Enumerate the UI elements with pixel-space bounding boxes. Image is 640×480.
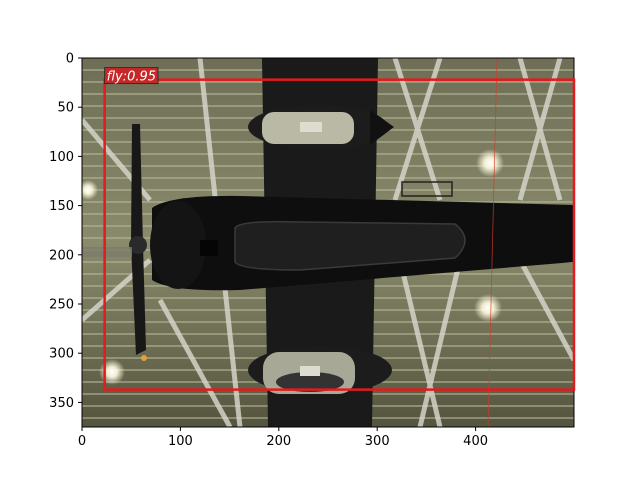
upper-nacelle <box>248 105 394 149</box>
y-tick-label: 200 <box>49 248 74 263</box>
x-tick-label: 0 <box>78 434 86 449</box>
x-axis-ticks: 0 100 200 300 400 <box>78 427 488 449</box>
detection-label: fly:0.95 <box>107 70 156 85</box>
x-tick-label: 400 <box>463 434 488 449</box>
y-tick-label: 50 <box>57 101 74 116</box>
y-tick-label: 0 <box>66 52 74 67</box>
lower-nacelle <box>248 346 392 394</box>
y-tick-label: 300 <box>49 347 74 362</box>
ceiling-light <box>474 294 502 322</box>
y-tick-label: 100 <box>49 150 74 165</box>
propeller <box>82 124 147 361</box>
x-tick-label: 100 <box>168 434 193 449</box>
detection-overlay: fly:0.95 <box>103 67 576 391</box>
x-tick-label: 300 <box>365 434 390 449</box>
aircraft-fuselage <box>150 181 574 291</box>
detection-box <box>103 78 576 391</box>
y-axis-ticks: 0 50 100 150 200 250 300 350 <box>49 52 82 411</box>
y-tick-label: 250 <box>49 298 74 313</box>
ceiling-light <box>476 149 504 177</box>
y-tick-label: 150 <box>49 199 74 214</box>
detection-label-bg <box>104 67 159 85</box>
photo-red-wire <box>487 58 498 427</box>
ceiling-light <box>82 180 98 200</box>
photo <box>82 58 574 427</box>
y-tick-label: 350 <box>49 396 74 411</box>
ceiling-light <box>99 359 125 385</box>
x-tick-label: 200 <box>266 434 291 449</box>
